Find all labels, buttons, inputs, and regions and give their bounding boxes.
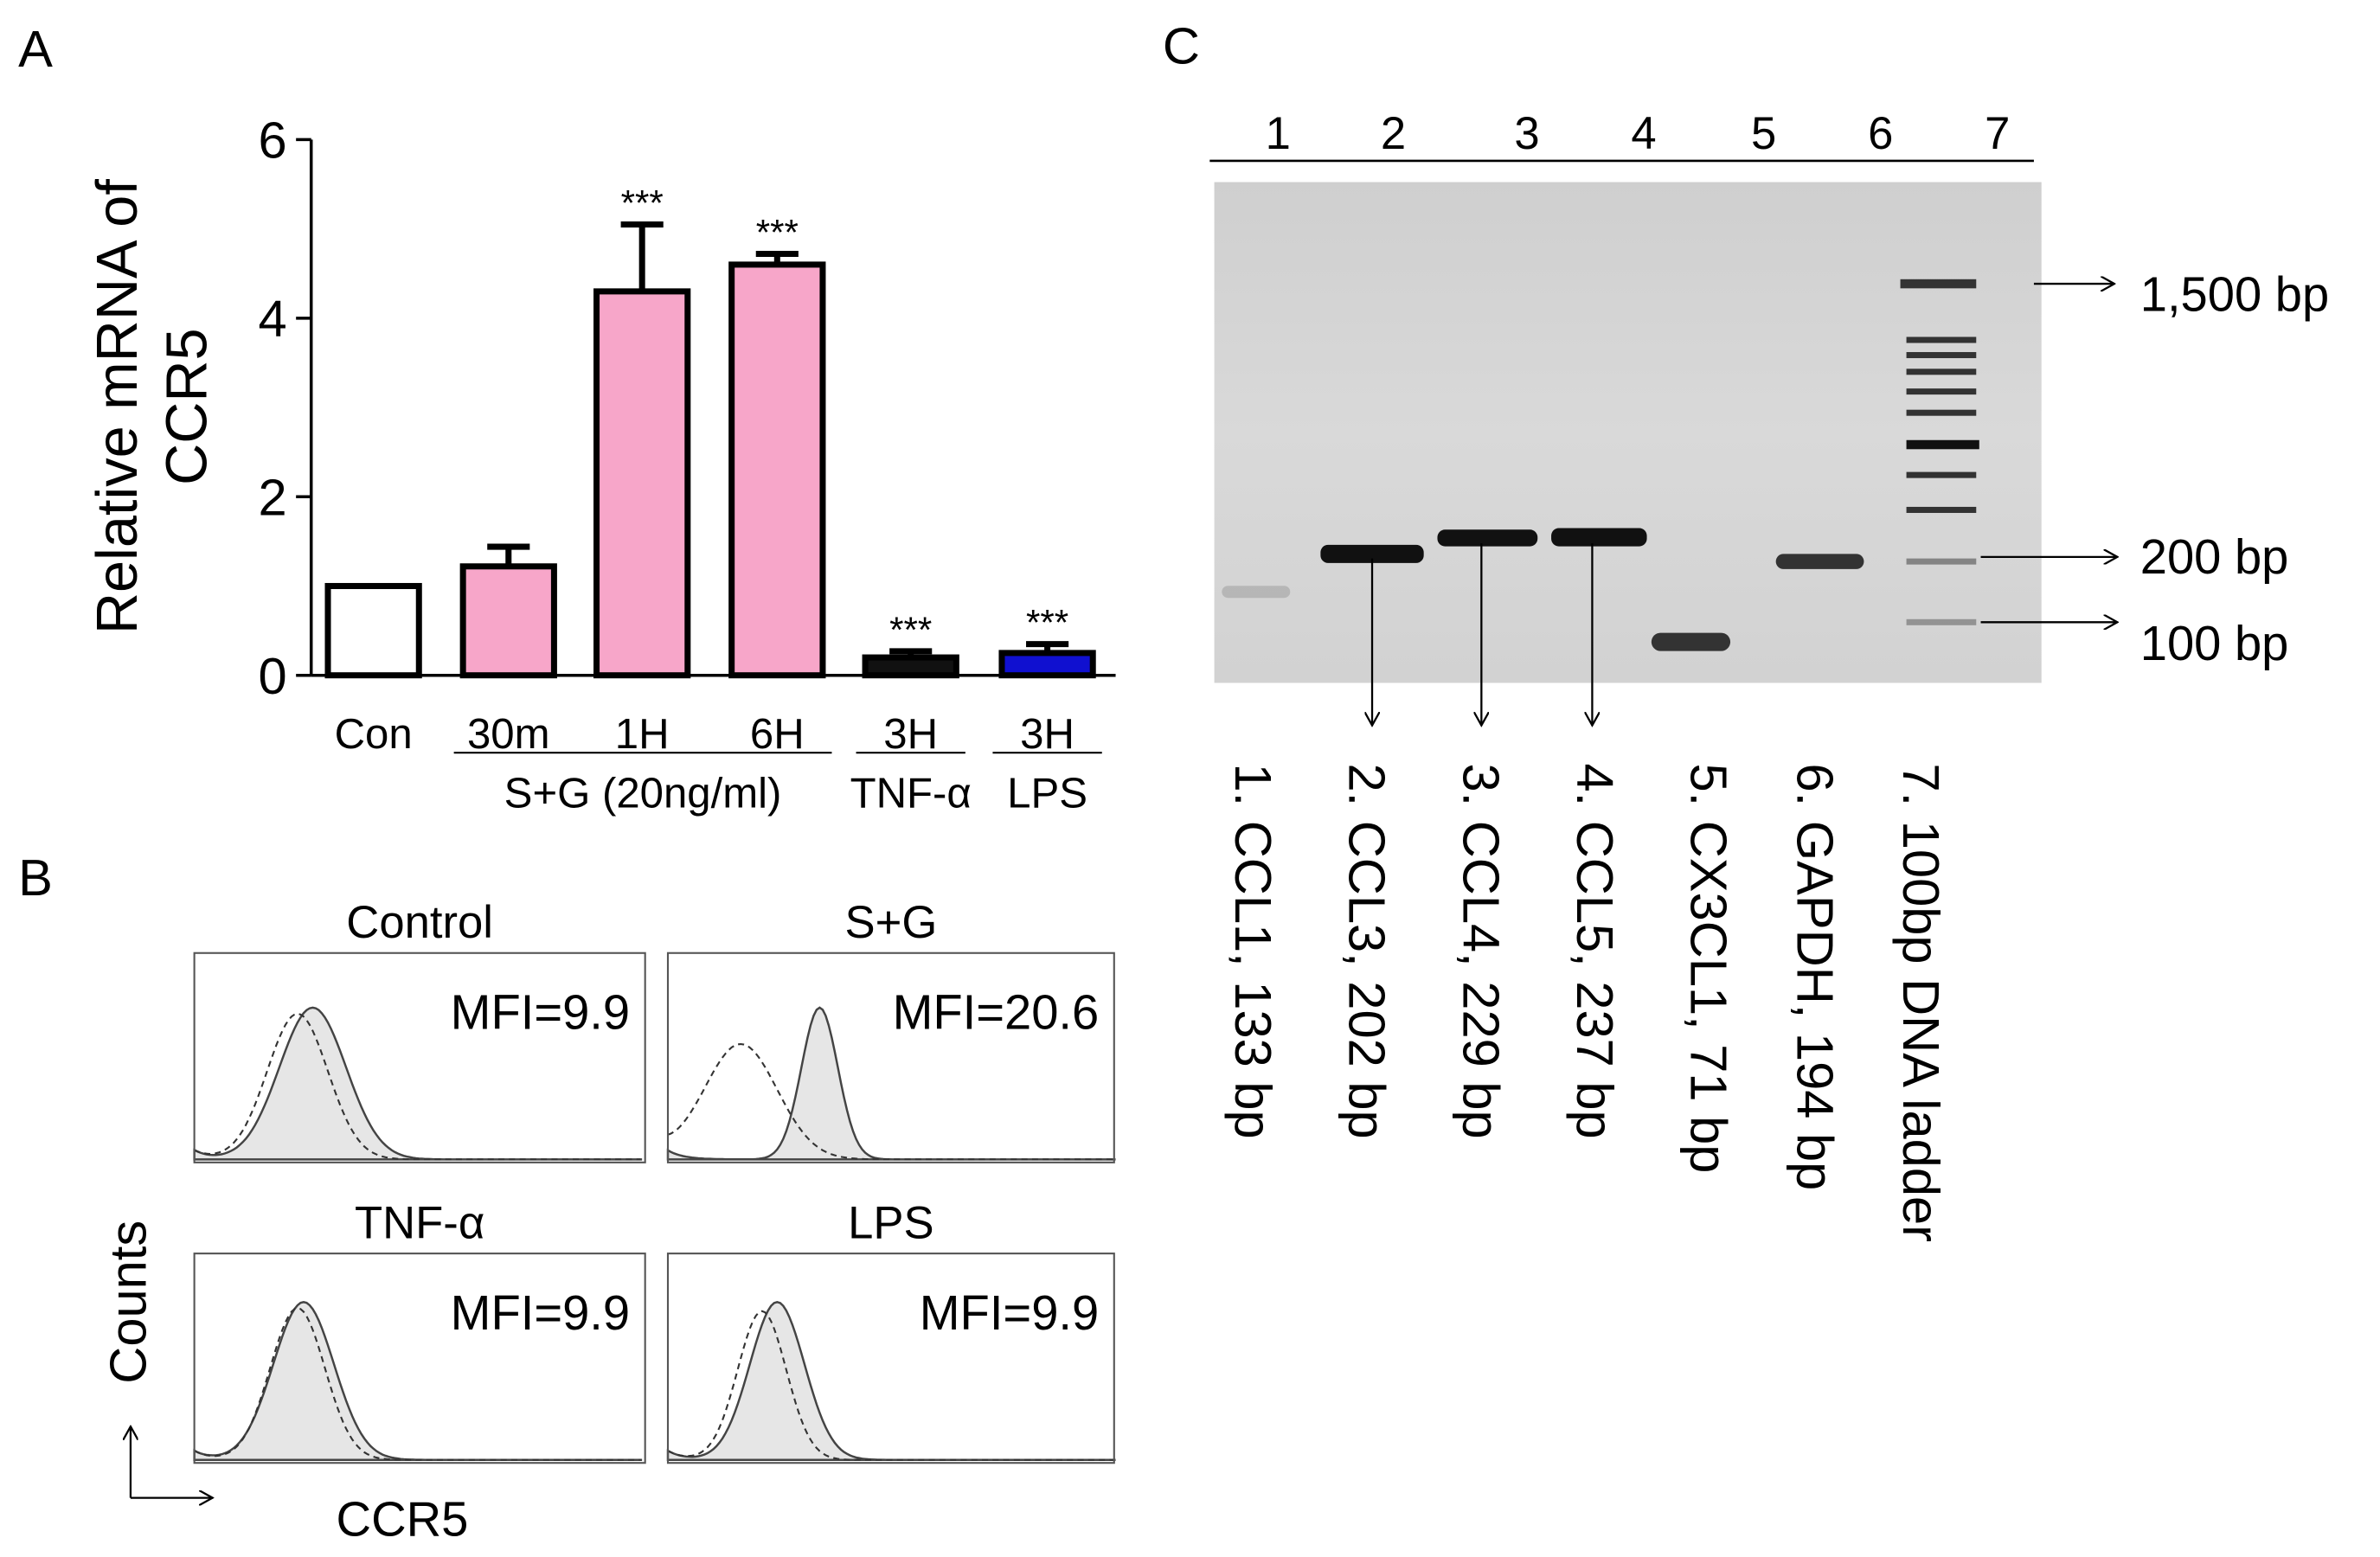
histogram-frame	[666, 952, 1115, 1163]
band	[1320, 544, 1424, 563]
group-label: S+G (20ng/ml)	[504, 770, 782, 817]
ladder-band	[1906, 618, 1977, 625]
x-tick-label: 3H	[1020, 711, 1075, 758]
significance: ***	[889, 609, 932, 650]
ladder-band	[1906, 368, 1977, 375]
bar	[728, 261, 826, 679]
histogram-fill	[193, 1300, 643, 1461]
lane-number: 3	[1514, 108, 1539, 159]
lane-description: 4. CCL5, 237 bp	[1566, 763, 1624, 1138]
histogram-frame	[193, 1253, 646, 1464]
bar	[593, 288, 691, 679]
mfi-label: MFI=9.9	[920, 1285, 1099, 1340]
band	[1437, 529, 1538, 547]
bar	[324, 582, 422, 679]
y-axis-label: Relative mRNA of	[86, 179, 150, 635]
bar	[862, 654, 959, 679]
lane-description: 7. 100bp DNA ladder	[1892, 763, 1950, 1242]
lane-number: 2	[1381, 108, 1406, 159]
panel-letter: A	[18, 20, 53, 78]
lane-number: 7	[1985, 108, 2010, 159]
bar	[459, 563, 557, 679]
mfi-label: MFI=9.9	[451, 1285, 630, 1340]
lane-description: 6. GAPDH, 194 bp	[1786, 763, 1844, 1190]
histogram-dashed	[194, 1012, 641, 1161]
band	[1651, 632, 1731, 651]
error-bar	[620, 221, 664, 292]
y-tick-label: 2	[258, 468, 286, 526]
marker-label: 1,500 bp	[2140, 267, 2329, 322]
significance: ***	[1026, 602, 1068, 643]
x-axis-label: CCR5	[337, 1491, 469, 1546]
error-bar	[487, 543, 530, 567]
significance: ***	[756, 212, 799, 253]
ladder-band	[1906, 352, 1977, 359]
mfi-label: MFI=9.9	[451, 984, 630, 1039]
ladder-band	[1906, 558, 1977, 565]
band	[1551, 528, 1647, 547]
panel-letter: C	[1163, 17, 1200, 75]
y-tick-label: 4	[258, 290, 286, 348]
lane-number: 4	[1631, 108, 1656, 159]
lane-description: 1. CCL1, 133 bp	[1224, 763, 1282, 1138]
group-label: LPS	[1007, 770, 1087, 817]
histogram-title: S+G	[844, 897, 937, 948]
y-axis-label: Counts	[99, 1221, 157, 1384]
lane-description: 2. CCL3, 202 bp	[1338, 763, 1396, 1138]
ladder	[1900, 279, 1979, 625]
group-label: TNF-α	[850, 770, 972, 817]
histogram-dashed	[667, 1042, 1114, 1161]
x-tick-label: 6H	[750, 711, 805, 758]
histogram-dashed	[667, 1310, 1114, 1461]
marker-label: 200 bp	[2140, 529, 2289, 584]
y-tick-label: 6	[258, 111, 286, 169]
histogram-frame	[666, 1253, 1115, 1464]
lane-number: 5	[1751, 108, 1776, 159]
ladder-band	[1906, 409, 1977, 416]
gel	[1209, 159, 2117, 726]
histogram-title: LPS	[848, 1198, 933, 1249]
ladder-band	[1906, 471, 1977, 478]
lane-description: 5. CX3CL1, 71 bp	[1679, 763, 1737, 1173]
marker-label: 100 bp	[2140, 616, 2289, 670]
band	[1222, 586, 1291, 599]
ladder-band	[1900, 279, 1977, 289]
ladder-band	[1906, 388, 1977, 395]
histogram-frame	[193, 952, 646, 1163]
gel-image	[1214, 182, 2042, 683]
ladder-band	[1906, 439, 1979, 450]
histogram-title: Control	[346, 897, 493, 948]
panel-letter: B	[18, 849, 53, 907]
lane-description: 3. CCL4, 229 bp	[1452, 763, 1510, 1138]
y-tick-label: 0	[258, 647, 286, 705]
mfi-label: MFI=20.6	[893, 984, 1100, 1039]
x-tick-label: 30m	[467, 711, 550, 758]
histogram-title: TNF-α	[355, 1198, 484, 1249]
bar	[998, 650, 1096, 679]
lane-number: 1	[1266, 108, 1291, 159]
histogram-dashed	[194, 1307, 641, 1461]
y-axis-label: CCR5	[156, 328, 220, 484]
x-tick-label: 3H	[883, 711, 938, 758]
ladder-band	[1906, 506, 1977, 513]
x-tick-label: 1H	[615, 711, 670, 758]
band	[1775, 554, 1864, 569]
x-tick-label: Con	[335, 711, 413, 758]
lane-number: 6	[1868, 108, 1893, 159]
ladder-band	[1906, 336, 1977, 343]
significance: ***	[621, 183, 664, 223]
